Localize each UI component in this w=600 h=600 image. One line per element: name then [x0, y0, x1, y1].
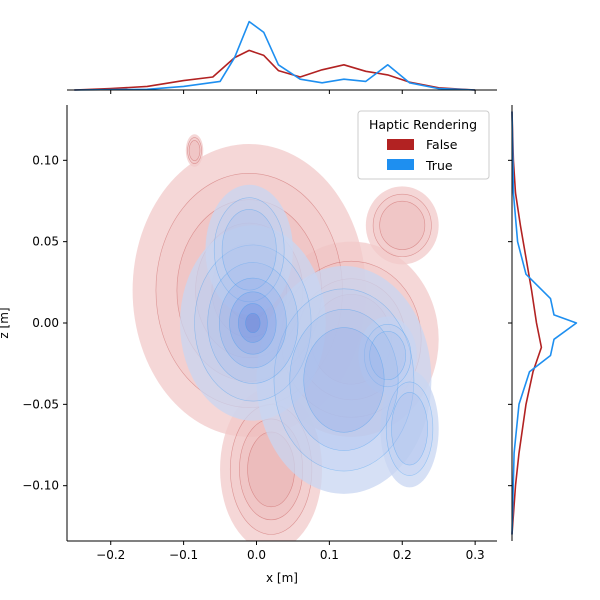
kde-contour-true	[219, 277, 287, 369]
y-axis-ticks: 0.10 0.05 0.00 −0.05 −0.10	[22, 153, 67, 493]
legend-label-true: True	[425, 158, 453, 173]
y-tick-label: 0.00	[32, 316, 59, 330]
top-marginal-curve-false	[74, 49, 476, 91]
kde-contour-true	[245, 312, 261, 334]
kde-contour-true	[369, 331, 407, 381]
kde-contour-true	[194, 244, 312, 402]
legend-swatch-false	[387, 139, 414, 150]
kde-contour-true	[213, 197, 285, 303]
kde-series-true	[179, 184, 439, 494]
legend-swatch-true	[387, 159, 414, 170]
kde-contour-true	[229, 291, 277, 355]
kde-contour-false	[185, 134, 204, 167]
legend-label-false: False	[426, 137, 458, 152]
x-tick-label: −0.2	[96, 548, 125, 562]
x-tick-label: 0.3	[466, 548, 485, 562]
x-axis-ticks: −0.2 −0.1 0.0 0.1 0.2 0.3	[96, 541, 485, 562]
y-axis-label: z [m]	[0, 307, 11, 338]
kde-contour-true	[221, 209, 277, 291]
kde-contour-false	[365, 186, 439, 265]
kde-contour-true	[385, 381, 434, 476]
legend-title: Haptic Rendering	[369, 117, 477, 132]
y-tick-label: −0.10	[22, 479, 59, 493]
top-marginal-ticks	[110, 90, 476, 94]
kde-contour-true	[303, 327, 385, 433]
main-kde-panel: −0.2 −0.1 0.0 0.1 0.2 0.3 0.10 0.05 0.00 −0.05 −0…	[0, 105, 497, 585]
kde-contour-false	[187, 137, 202, 164]
x-axis-label: x [m]	[266, 571, 298, 585]
kde-contour-true	[237, 303, 268, 343]
y-tick-label: −0.05	[22, 397, 59, 411]
right-marginal-curve-false	[511, 111, 543, 535]
kde-contour-false	[188, 140, 201, 161]
top-marginal-curve-true	[74, 20, 476, 91]
kde-contour-true	[207, 262, 299, 384]
y-tick-label: 0.10	[32, 153, 59, 167]
x-tick-label: −0.1	[169, 548, 198, 562]
kde-contour-true	[380, 370, 439, 488]
legend: Haptic Rendering False True	[357, 110, 490, 180]
right-marginal-curve-true	[511, 111, 578, 535]
y-tick-label: 0.05	[32, 235, 59, 249]
kde-contour-true	[273, 288, 415, 472]
kde-contour-true	[205, 184, 293, 315]
kde-contour-false	[372, 193, 432, 257]
right-marginal-ticks	[508, 159, 512, 487]
kde-contour-true	[289, 309, 399, 451]
x-tick-label: 0.0	[247, 548, 266, 562]
kde-contour-false	[379, 200, 426, 250]
kde-contour-true	[391, 392, 428, 466]
x-tick-label: 0.2	[393, 548, 412, 562]
right-marginal-panel	[508, 105, 578, 541]
x-tick-label: 0.1	[320, 548, 339, 562]
top-marginal-panel	[67, 20, 497, 94]
kde-contour-true	[364, 324, 412, 388]
